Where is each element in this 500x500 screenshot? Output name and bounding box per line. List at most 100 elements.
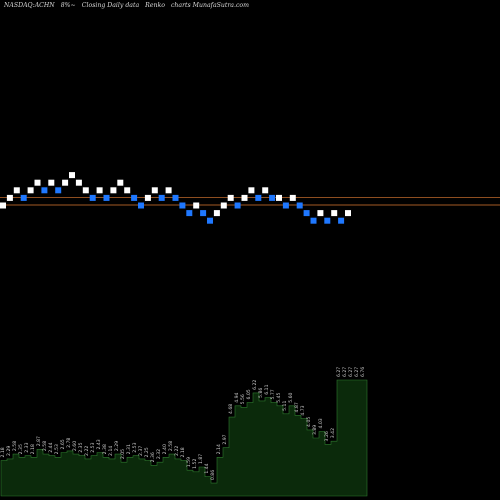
volume-data-label: 6.76 xyxy=(360,367,366,377)
volume-data-label: 2.35 xyxy=(78,442,84,452)
volume-data-label: 2.53 xyxy=(54,444,60,454)
renko-up-brick xyxy=(331,210,338,217)
volume-data-label: 0.86 xyxy=(210,470,216,480)
renko-down-brick xyxy=(338,217,345,224)
volume-data-label: 2.65 xyxy=(60,439,66,449)
volume-data-label: 5.11 xyxy=(282,401,288,411)
volume-data-label: 2.87 xyxy=(36,436,42,446)
volume-data-label: 1.87 xyxy=(198,454,204,464)
volume-data-label: 4.87 xyxy=(294,402,300,412)
volume-data-label: 4.68 xyxy=(228,404,234,414)
change-label: 8%~ xyxy=(60,2,76,9)
renko-up-brick xyxy=(262,187,269,194)
renko-up-brick xyxy=(248,187,255,194)
renko-down-brick xyxy=(138,202,144,209)
volume-data-label: 2.60 xyxy=(72,441,78,451)
renko-up-brick xyxy=(96,187,103,194)
volume-data-label: 2.31 xyxy=(126,444,132,454)
renko-up-brick xyxy=(48,179,55,186)
volume-data-label: 2.32 xyxy=(156,449,162,459)
volume-data-label: 2.78 xyxy=(66,438,72,448)
volume-data-label: 2.38 xyxy=(102,444,108,454)
renko-up-brick xyxy=(144,194,151,201)
volume-data-label: 1.44 xyxy=(204,463,210,473)
volume-data-label: 2.58 xyxy=(168,441,174,451)
renko-down-brick xyxy=(103,194,110,201)
volume-data-label: 6.22 xyxy=(252,380,258,390)
volume-data-label: 2.40 xyxy=(162,444,168,454)
renko-down-brick xyxy=(310,217,317,224)
renko-down-brick xyxy=(89,194,96,201)
volume-data-label: 5.77 xyxy=(270,389,276,399)
data-description-label: Closing Daily data xyxy=(81,2,140,9)
renko-down-brick xyxy=(282,202,289,209)
volume-data-label: 2.53 xyxy=(90,442,96,452)
volume-data-label: 4.94 xyxy=(234,392,240,402)
renko-up-brick xyxy=(345,210,351,217)
renko-down-brick xyxy=(269,194,276,201)
renko-up-brick xyxy=(124,187,131,194)
renko-up-brick xyxy=(193,202,200,209)
volume-data-label: 6.27 xyxy=(354,367,360,377)
volume-data-label: 2.18 xyxy=(30,444,36,454)
renko-up-brick xyxy=(13,187,20,194)
renko-down-brick xyxy=(234,202,241,209)
renko-down-brick xyxy=(41,187,48,194)
renko-down-brick xyxy=(179,202,186,209)
renko-up-brick xyxy=(227,194,234,201)
volume-data-label: 6.27 xyxy=(348,367,354,377)
renko-up-brick xyxy=(0,202,6,209)
renko-down-brick xyxy=(207,217,213,224)
volume-data-label: 4.05 xyxy=(306,417,312,427)
volume-data-label: 1.52 xyxy=(192,459,198,469)
volume-data-label: 5.56 xyxy=(240,394,246,404)
renko-up-brick xyxy=(165,187,172,194)
renko-down-brick xyxy=(303,210,310,217)
renko-down-brick xyxy=(172,194,179,201)
volume-data-label: 6.05 xyxy=(246,389,252,399)
volume-data-label: 2.58 xyxy=(42,441,48,451)
volume-data-label: 4.73 xyxy=(300,405,306,415)
renko-down-brick xyxy=(55,187,62,194)
renko-down-brick xyxy=(186,210,193,217)
volume-data-label: 2.36 xyxy=(150,452,156,462)
renko-down-brick xyxy=(296,202,303,209)
chart-header: NASDAQ:ACHN 8%~ Closing Daily data Renko cha… xyxy=(4,2,255,9)
renko-up-brick xyxy=(117,179,124,186)
volume-data-label: 2.53 xyxy=(132,442,138,452)
volume-data-label: 5.60 xyxy=(288,392,294,402)
volume-data-label: 2.14 xyxy=(108,446,114,456)
volume-data-label: 2.97 xyxy=(222,434,228,444)
renko-up-brick xyxy=(75,179,82,186)
volume-data-label: 2.18 xyxy=(180,447,186,457)
volume-data-label: 2.58 xyxy=(12,441,18,451)
renko-up-brick xyxy=(317,210,324,217)
renko-up-brick xyxy=(34,179,41,186)
volume-area xyxy=(0,379,368,497)
volume-data-label: 2.33 xyxy=(24,442,30,452)
volume-data-label: 3.42 xyxy=(330,428,336,438)
renko-up-brick xyxy=(151,187,158,194)
renko-up-brick xyxy=(289,194,296,201)
volume-data-label: 2.29 xyxy=(6,446,12,456)
renko-up-brick xyxy=(62,179,69,186)
renko-down-brick xyxy=(20,194,27,201)
renko-up-brick xyxy=(213,210,220,217)
volume-data-label: 2.37 xyxy=(138,446,144,456)
volume-data-label: 4.03 xyxy=(318,418,324,428)
volume-data-label: 6.27 xyxy=(342,367,348,377)
volume-data-label: 5.86 xyxy=(258,388,264,398)
volume-data-label: 2.22 xyxy=(84,446,90,456)
renko-down-brick xyxy=(158,194,165,201)
renko-down-brick xyxy=(255,194,262,201)
chart-kind-label: Renko xyxy=(145,2,165,9)
ticker-label: NASDAQ:ACHN xyxy=(4,2,55,9)
renko-up-brick xyxy=(69,172,75,179)
source-label: charts MunafaSutra.com xyxy=(170,2,250,9)
renko-up-brick xyxy=(241,194,248,201)
volume-data-label: 2.44 xyxy=(48,442,54,452)
volume-data-label: 1.59 xyxy=(186,457,192,467)
renko-up-brick xyxy=(6,194,13,201)
